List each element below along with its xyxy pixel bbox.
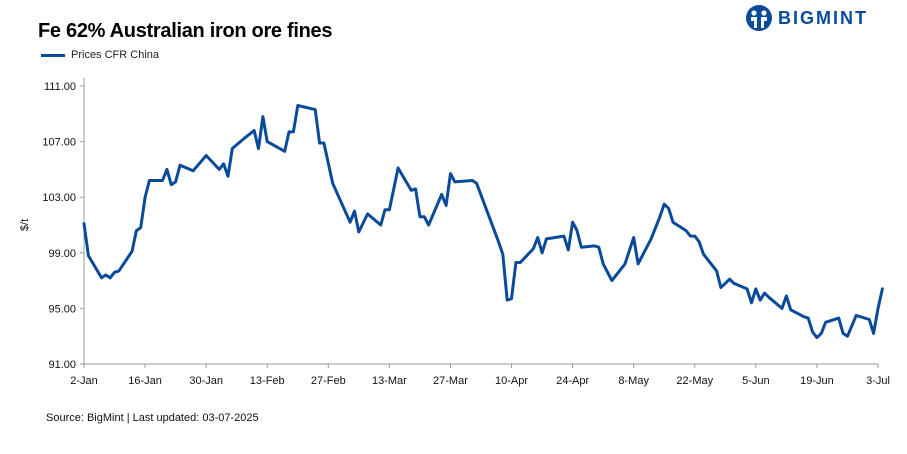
y-tick-label: 103.00 bbox=[42, 192, 76, 204]
x-tick-label: 27-Mar bbox=[433, 375, 468, 387]
x-tick-label: 22-May bbox=[676, 375, 713, 387]
x-tick-label: 13-Feb bbox=[250, 375, 285, 387]
brand-logo: BIGMINT bbox=[745, 4, 868, 32]
x-tick-label: 16-Jan bbox=[128, 375, 162, 387]
y-tick-label: 91.00 bbox=[48, 359, 76, 371]
y-tick-label: 107.00 bbox=[42, 137, 76, 149]
y-tick-label: 111.00 bbox=[44, 81, 76, 93]
x-tick-label: 24-Apr bbox=[556, 375, 589, 387]
x-tick-label: 10-Apr bbox=[495, 375, 528, 387]
y-axis-label: $/t bbox=[19, 219, 31, 231]
x-tick-label: 8-May bbox=[618, 375, 649, 387]
x-tick-label: 2-Jan bbox=[70, 375, 98, 387]
brand-name: BIGMINT bbox=[778, 7, 868, 28]
chart-legend: Prices CFR China bbox=[41, 49, 159, 61]
line-chart: 91.00 95.00 99.00 103.00 107.00 111.00 $/t 2-Ja… bbox=[19, 78, 890, 387]
brand-logo-icon bbox=[746, 5, 772, 31]
x-tick-label: 27-Feb bbox=[311, 375, 346, 387]
series-line-prices-cfr-china bbox=[82, 104, 884, 340]
y-tick-label: 95.00 bbox=[48, 303, 76, 315]
x-tick-label: 13-Mar bbox=[372, 375, 407, 387]
legend-label: Prices CFR China bbox=[71, 49, 160, 61]
legend-swatch bbox=[41, 53, 65, 57]
chart-source: Source: BigMint | Last updated: 03-07-20… bbox=[46, 412, 259, 424]
y-tick-label: 99.00 bbox=[48, 248, 76, 260]
x-tick-label: 30-Jan bbox=[189, 375, 223, 387]
x-tick-label: 5-Jun bbox=[742, 375, 770, 387]
x-tick-label: 19-Jun bbox=[800, 375, 834, 387]
chart-title: Fe 62% Australian iron ore fines bbox=[38, 20, 333, 42]
x-tick-label: 3-Jul bbox=[866, 375, 890, 387]
